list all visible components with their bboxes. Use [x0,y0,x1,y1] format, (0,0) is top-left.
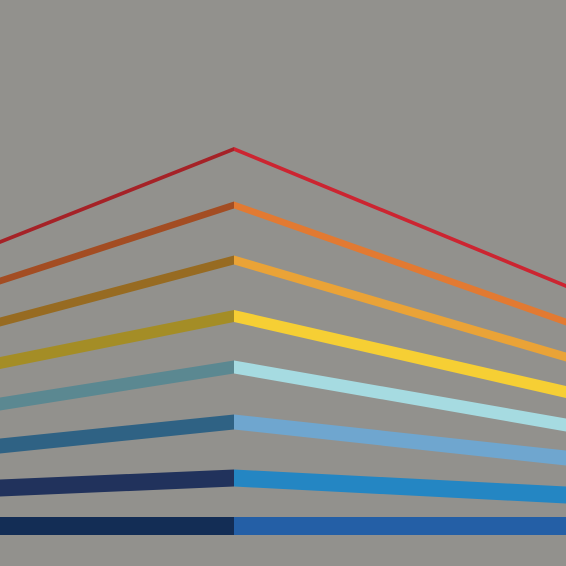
band-gold-right [234,310,566,398]
band-blue-right [234,469,566,504]
band-orange-right [234,201,566,326]
band-amber-left [0,255,234,327]
band-teal-right [234,360,566,432]
band-amber-right [234,255,566,362]
bands-group [0,147,566,535]
band-red-left [0,147,234,244]
band-steel-blue-right [234,414,566,466]
band-teal-left [0,360,234,411]
band-red-right [234,147,566,288]
band-navy-right [234,517,566,535]
band-orange-left [0,201,234,285]
band-navy-left [0,517,234,535]
band-gold-left [0,310,234,369]
band-blue-left [0,469,234,497]
band-steel-blue-left [0,414,234,454]
